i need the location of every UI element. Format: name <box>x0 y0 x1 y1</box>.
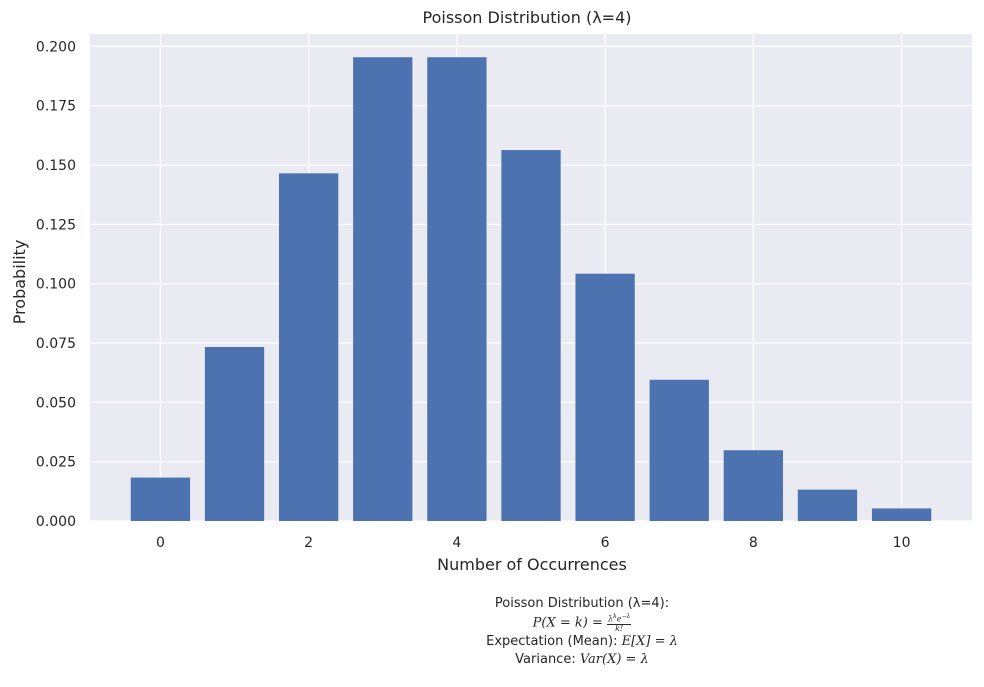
y-tick-label: 0.175 <box>36 99 76 115</box>
y-tick-label: 0.200 <box>36 39 76 55</box>
y-tick-label: 0.025 <box>36 455 76 471</box>
formula-caption: Poisson Distribution (λ=4): P(X = k) = λ… <box>282 595 882 669</box>
bars <box>130 57 932 522</box>
x-axis-title: Number of Occurrences <box>437 555 627 574</box>
bar-k-6 <box>575 273 635 521</box>
caption-line-2: P(X = k) = λke−λ k! <box>282 613 882 633</box>
poisson-bar-chart: 0 2 4 6 8 10 0.0000.0250.0500.0750.1000.1250.… <box>10 8 972 574</box>
y-tick-labels: 0.000 0.025 0.050 0.075 0.100 0.125 0.150 0.175… <box>36 39 76 530</box>
chart-title: Poisson Distribution (λ=4) <box>423 8 632 27</box>
y-tick-label: 0.075 <box>36 336 76 352</box>
y-axis-title: Probability <box>10 240 29 325</box>
x-tick-label: 6 <box>601 535 610 551</box>
x-tick-label: 8 <box>749 535 758 551</box>
x-tick-labels: 0 2 4 6 8 10 <box>156 535 911 551</box>
x-tick-label: 2 <box>304 535 313 551</box>
pmf-fraction: λke−λ k! <box>607 613 632 633</box>
bar-k-1 <box>204 347 265 521</box>
bar-k-0 <box>130 477 191 521</box>
y-tick-label: 0.000 <box>36 514 76 530</box>
bar-k-10 <box>871 508 932 521</box>
x-tick-label: 0 <box>156 535 165 551</box>
y-tick-label: 0.050 <box>36 395 76 411</box>
y-tick-label: 0.150 <box>36 158 76 174</box>
bar-k-7 <box>649 379 709 521</box>
bar-k-2 <box>279 173 339 521</box>
bar-k-5 <box>501 150 561 522</box>
x-tick-label: 10 <box>893 535 911 551</box>
caption-line-1: Poisson Distribution (λ=4): <box>494 596 670 611</box>
caption-line-3: Expectation (Mean): E[X] = λ <box>486 633 678 649</box>
y-tick-label: 0.125 <box>36 217 76 233</box>
bar-k-3 <box>353 57 413 521</box>
y-tick-label: 0.100 <box>36 277 76 293</box>
bar-k-9 <box>797 489 858 521</box>
pmf-lhs: P(X = k) = <box>532 615 608 631</box>
bar-k-8 <box>723 450 783 521</box>
caption-line-4: Variance: Var(X) = λ <box>515 651 649 667</box>
x-tick-label: 4 <box>452 535 461 551</box>
bar-k-4 <box>427 57 487 521</box>
